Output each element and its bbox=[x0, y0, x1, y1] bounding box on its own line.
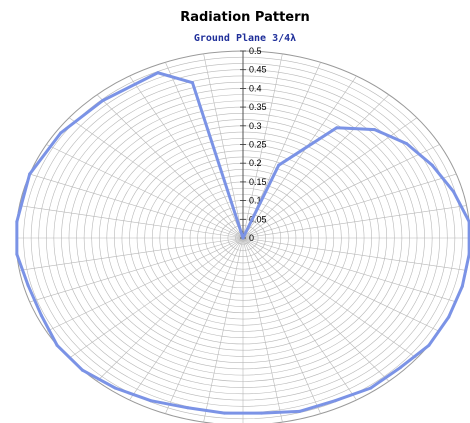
data-point bbox=[369, 386, 373, 390]
grid-spoke bbox=[242, 53, 283, 239]
grid-spoke bbox=[242, 237, 283, 423]
grid-spoke bbox=[165, 237, 244, 414]
data-point bbox=[297, 409, 301, 413]
data-point bbox=[460, 284, 464, 288]
data-point bbox=[222, 411, 226, 415]
grid-spoke bbox=[242, 117, 418, 239]
grid-spoke bbox=[46, 144, 244, 239]
grid-spoke bbox=[165, 62, 244, 239]
radial-tick-label: 0.05 bbox=[249, 214, 267, 224]
radial-tick-label: 0.1 bbox=[249, 196, 262, 206]
data-point bbox=[15, 220, 19, 224]
radial-tick-label: 0.4 bbox=[249, 83, 262, 93]
data-point bbox=[398, 366, 402, 370]
grid-spoke bbox=[19, 237, 244, 271]
grid-spoke bbox=[19, 205, 244, 239]
grid-spoke bbox=[242, 75, 357, 239]
data-point bbox=[241, 236, 245, 240]
data-point bbox=[39, 313, 43, 317]
data-point bbox=[149, 399, 153, 403]
grid-spoke bbox=[242, 144, 440, 239]
grid-spoke bbox=[242, 237, 467, 271]
grid-spoke bbox=[242, 237, 440, 332]
chart-title: Radiation Pattern bbox=[180, 10, 310, 25]
grid-spoke bbox=[96, 94, 244, 239]
grid-spoke bbox=[29, 173, 244, 239]
data-point bbox=[15, 252, 19, 256]
radial-tick-label: 0 bbox=[249, 233, 254, 243]
grid-spoke bbox=[242, 237, 457, 303]
data-point bbox=[333, 399, 337, 403]
grid-spoke bbox=[68, 117, 244, 239]
data-point bbox=[101, 98, 105, 102]
grid-spoke bbox=[242, 237, 418, 359]
data-point bbox=[373, 128, 377, 132]
radial-tick-label: 0.15 bbox=[249, 177, 267, 187]
grid-spoke bbox=[29, 237, 244, 303]
data-point bbox=[156, 71, 160, 75]
data-point bbox=[277, 163, 281, 167]
grid-spoke bbox=[46, 237, 244, 332]
grid-spoke bbox=[242, 237, 357, 401]
radial-tick-label: 0.3 bbox=[249, 121, 262, 131]
data-point bbox=[467, 220, 470, 224]
grid-spoke bbox=[129, 237, 244, 401]
data-point bbox=[451, 190, 455, 194]
grid-spoke bbox=[203, 53, 244, 239]
data-point bbox=[28, 172, 32, 176]
grid-spoke bbox=[129, 75, 244, 239]
data-point bbox=[335, 126, 339, 130]
data-point bbox=[55, 343, 59, 347]
grid-spoke bbox=[242, 237, 321, 414]
chart-subtitle: Ground Plane 3/4λ bbox=[193, 33, 297, 44]
data-point bbox=[405, 142, 409, 146]
grid-spoke bbox=[242, 205, 467, 239]
data-point bbox=[467, 252, 470, 256]
grid-spoke bbox=[242, 94, 390, 239]
radial-tick-label: 0.5 bbox=[249, 46, 262, 56]
data-point bbox=[447, 315, 451, 319]
data-point bbox=[190, 81, 194, 85]
radial-tick-label: 0.35 bbox=[249, 102, 267, 112]
grid-spoke bbox=[68, 237, 244, 359]
grid-spoke bbox=[242, 237, 390, 382]
data-point bbox=[260, 411, 264, 415]
data-point bbox=[80, 368, 84, 372]
radial-tick-label: 0.45 bbox=[249, 65, 267, 75]
data-point bbox=[113, 386, 117, 390]
data-point bbox=[427, 343, 431, 347]
grid-spoke bbox=[203, 237, 244, 423]
radial-tick-label: 0.2 bbox=[249, 158, 262, 168]
data-point bbox=[430, 163, 434, 167]
data-point bbox=[186, 406, 190, 410]
radial-tick-label: 0.25 bbox=[249, 140, 267, 150]
grid-spoke bbox=[96, 237, 244, 382]
data-point bbox=[26, 283, 30, 287]
grid-spoke bbox=[242, 173, 457, 239]
data-point bbox=[59, 131, 63, 135]
